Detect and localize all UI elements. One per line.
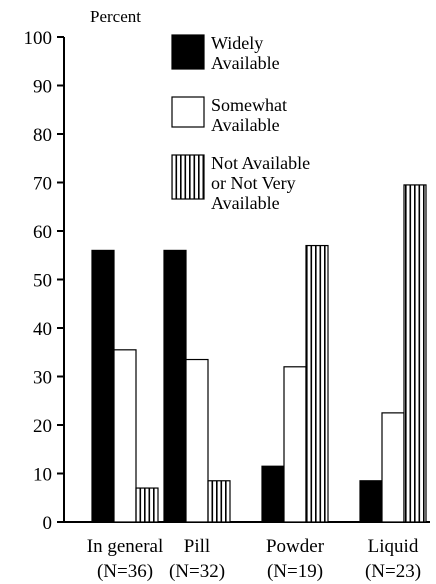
bar <box>261 465 285 523</box>
x-sample-size-label: (N=32) <box>169 561 225 582</box>
legend-swatch <box>171 34 205 70</box>
bar <box>91 249 115 523</box>
x-axis-labels: In general (N=36) Pill (N=32) Powder (N=19) Li… <box>87 536 421 582</box>
bar <box>185 358 209 523</box>
y-tick-label: 0 <box>43 513 53 534</box>
bar <box>381 412 405 523</box>
legend-label: Somewhat Available <box>211 95 287 135</box>
x-tick-label: Powder <box>266 536 325 557</box>
y-axis-label: Percent <box>90 7 141 26</box>
y-tick-label: 60 <box>33 222 52 243</box>
y-tick-label: 30 <box>33 368 52 389</box>
x-tick-label: In general <box>87 536 163 557</box>
y-tick-label: 70 <box>33 174 52 195</box>
y-tick-label: 80 <box>33 125 52 146</box>
x-sample-size-label: (N=19) <box>267 561 323 582</box>
bar <box>113 349 137 523</box>
y-tick-label: 50 <box>33 271 52 292</box>
y-tick-label: 10 <box>33 465 52 486</box>
legend-swatch <box>171 96 205 128</box>
bar <box>283 366 307 523</box>
legend-swatch <box>171 154 205 200</box>
x-tick-label: Pill <box>184 536 210 557</box>
x-tick-label: Liquid <box>368 536 419 557</box>
legend-label: Not Available or Not Very Available <box>211 153 310 213</box>
bar <box>163 249 187 523</box>
bar <box>403 184 427 523</box>
x-sample-size-label: (N=36) <box>97 561 153 582</box>
bar <box>207 480 231 523</box>
bar <box>359 480 383 523</box>
x-sample-size-label: (N=23) <box>365 561 421 582</box>
y-tick-label: 100 <box>24 28 53 49</box>
bar <box>135 487 159 523</box>
bar <box>305 244 329 523</box>
legend-label: Widely Available <box>211 33 280 73</box>
axes: 0 10 20 30 40 50 60 70 80 90 100 <box>24 28 430 534</box>
bars <box>91 184 427 523</box>
y-tick-label: 40 <box>33 319 52 340</box>
y-tick-label: 20 <box>33 416 52 437</box>
y-tick-label: 90 <box>33 77 52 98</box>
legend: Widely Available Somewhat Available Not Avai… <box>171 33 310 213</box>
